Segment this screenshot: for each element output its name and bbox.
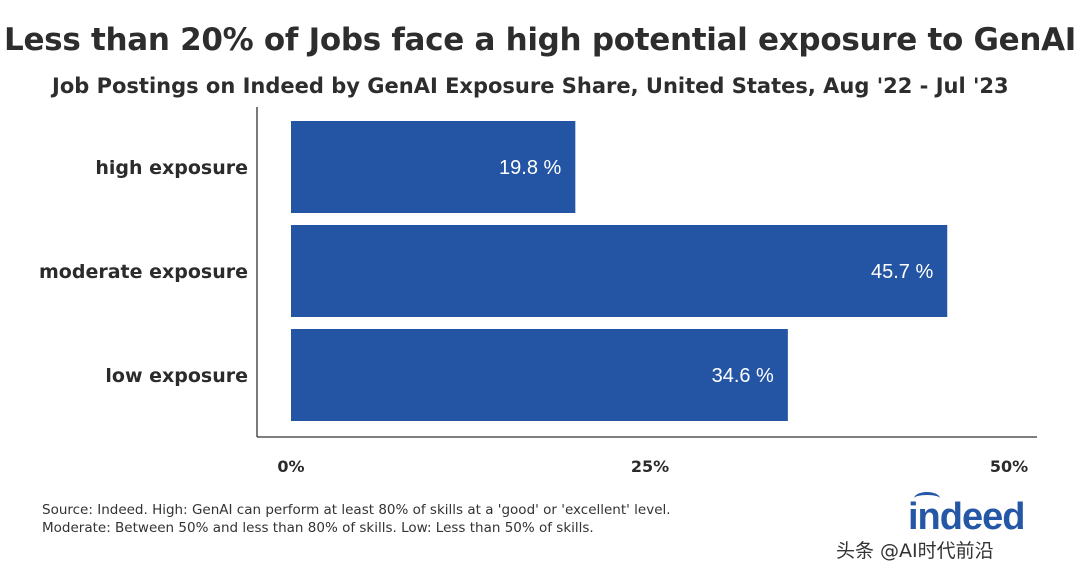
bar-moderate-exposure bbox=[291, 225, 948, 317]
data-label: 19.8 % bbox=[499, 157, 561, 179]
bar-low-exposure bbox=[291, 329, 788, 421]
data-label: 34.6 % bbox=[712, 365, 774, 387]
data-labels: 19.8 % 45.7 % 34.6 % bbox=[499, 157, 933, 387]
category-label: moderate exposure bbox=[39, 261, 248, 283]
bar-high-exposure bbox=[291, 121, 576, 213]
source-note: Source: Indeed. High: GenAI can perform … bbox=[42, 501, 671, 537]
chart-bars bbox=[291, 121, 948, 421]
logo-arc-icon bbox=[914, 492, 940, 505]
watermark: 头条 @AI时代前沿 bbox=[836, 540, 994, 562]
x-tick-labels: 0% 25% 50% bbox=[277, 457, 1028, 476]
indeed-logo: indeed bbox=[908, 492, 1025, 539]
x-tick-label: 50% bbox=[990, 457, 1028, 476]
x-tick-label: 0% bbox=[277, 457, 304, 476]
x-tick-label: 25% bbox=[631, 457, 669, 476]
chart-title: Less than 20% of Jobs face a high potent… bbox=[3, 22, 1077, 58]
source-line-1: Source: Indeed. High: GenAI can perform … bbox=[42, 502, 671, 518]
source-line-2: Moderate: Between 50% and less than 80% … bbox=[42, 520, 594, 536]
category-label: high exposure bbox=[95, 157, 248, 179]
chart-subtitle: Job Postings on Indeed by GenAI Exposure… bbox=[52, 74, 1009, 98]
category-label: low exposure bbox=[105, 365, 248, 387]
bar-chart: high exposure moderate exposure low exposu… bbox=[39, 107, 1037, 476]
data-label: 45.7 % bbox=[871, 261, 933, 283]
category-labels: high exposure moderate exposure low exposu… bbox=[39, 157, 248, 387]
chart-axes bbox=[256, 107, 1037, 438]
